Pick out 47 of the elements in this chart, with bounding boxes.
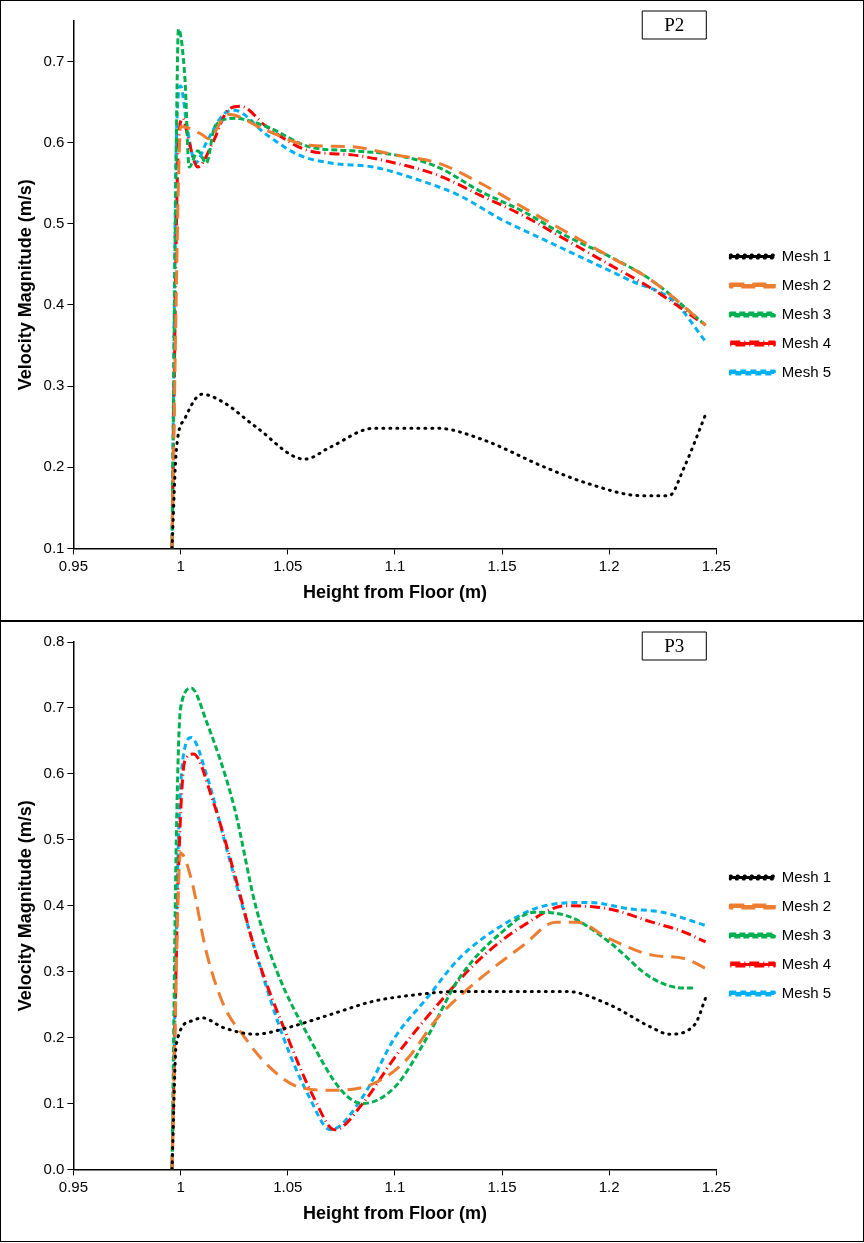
y-tick-label: 0.0 <box>43 1159 65 1177</box>
y-tick-label: 0.4 <box>43 895 65 913</box>
y-tick-label: 0.5 <box>43 829 65 847</box>
y-tick-label: 0.8 <box>43 632 65 650</box>
x-tick-label: 1.15 <box>487 556 517 574</box>
y-tick-label: 0.6 <box>43 132 65 150</box>
legend-label: Mesh 1 <box>781 246 832 264</box>
legend-label: Mesh 4 <box>781 954 832 972</box>
y-axis-title: Velocity Magnitude (m/s) <box>14 179 35 391</box>
y-tick-label: 0.2 <box>43 457 65 475</box>
x-axis-title: Height from Floor (m) <box>302 1203 487 1224</box>
x-tick-label: 1.1 <box>384 556 406 574</box>
y-tick-label: 0.4 <box>43 295 65 313</box>
x-tick-label: 1.1 <box>384 1177 406 1195</box>
y-tick-label: 0.7 <box>43 698 65 716</box>
x-tick-label: 1 <box>176 1177 185 1195</box>
legend-label: Mesh 1 <box>781 867 832 885</box>
chart-title: P3 <box>664 634 685 656</box>
x-tick-label: 1.2 <box>598 1177 620 1195</box>
legend-label: Mesh 5 <box>781 983 832 1001</box>
y-axis-title: Velocity Magnitude (m/s) <box>14 800 35 1012</box>
x-tick-label: 1.15 <box>487 1177 517 1195</box>
y-tick-label: 0.3 <box>43 376 65 394</box>
y-tick-label: 0.7 <box>43 51 65 69</box>
x-tick-label: 1.25 <box>701 1177 731 1195</box>
x-tick-label: 1.05 <box>273 556 303 574</box>
legend-label: Mesh 4 <box>781 333 832 351</box>
legend-label: Mesh 2 <box>781 275 832 293</box>
x-tick-label: 0.95 <box>58 1177 89 1195</box>
legend-label: Mesh 3 <box>781 304 832 322</box>
y-tick-label: 0.1 <box>43 1093 65 1111</box>
x-axis-title: Height from Floor (m) <box>302 582 487 603</box>
y-tick-label: 0.6 <box>43 763 65 781</box>
y-tick-label: 0.5 <box>43 213 65 231</box>
y-tick-label: 0.3 <box>43 961 65 979</box>
x-tick-label: 1.25 <box>701 556 731 574</box>
legend-label: Mesh 5 <box>781 362 832 380</box>
chart-title: P2 <box>664 13 685 35</box>
line-series <box>170 851 708 1170</box>
y-tick-label: 0.2 <box>43 1027 65 1045</box>
x-tick-label: 1.2 <box>598 556 620 574</box>
x-tick-label: 1 <box>176 556 185 574</box>
legend-label: Mesh 3 <box>781 925 832 943</box>
x-tick-label: 1.05 <box>273 1177 303 1195</box>
y-tick-label: 0.1 <box>43 538 65 556</box>
x-tick-label: 0.95 <box>58 556 89 574</box>
legend-label: Mesh 2 <box>781 896 832 914</box>
